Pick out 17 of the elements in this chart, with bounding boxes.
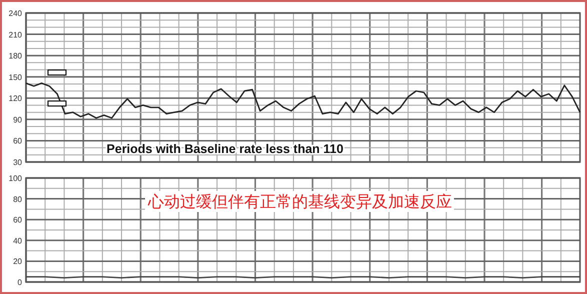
y-tick-label: 240 (8, 9, 23, 18)
y-tick-label: 0 (18, 278, 23, 287)
y-tick-label: 120 (8, 94, 23, 104)
y-tick-label: 20 (13, 257, 23, 266)
y-tick-label: 210 (8, 30, 23, 40)
line-series (25, 82, 581, 119)
y-tick-label: 40 (13, 236, 23, 246)
y-tick-label: 150 (8, 72, 23, 82)
y-tick-label: 100 (8, 174, 23, 183)
y-tick-label: 60 (13, 136, 23, 146)
y-tick-label: 90 (13, 115, 23, 124)
annotation: Periods with Baseline rate less than 110 (106, 142, 344, 156)
annotation: 心动过缓但伴有正常的基线变异及加速反应 (147, 192, 452, 211)
y-tick-label: 60 (13, 216, 23, 225)
y-tick-label: 180 (8, 52, 23, 61)
y-tick-label: 80 (13, 194, 23, 204)
y-tick-label: 30 (13, 158, 23, 167)
